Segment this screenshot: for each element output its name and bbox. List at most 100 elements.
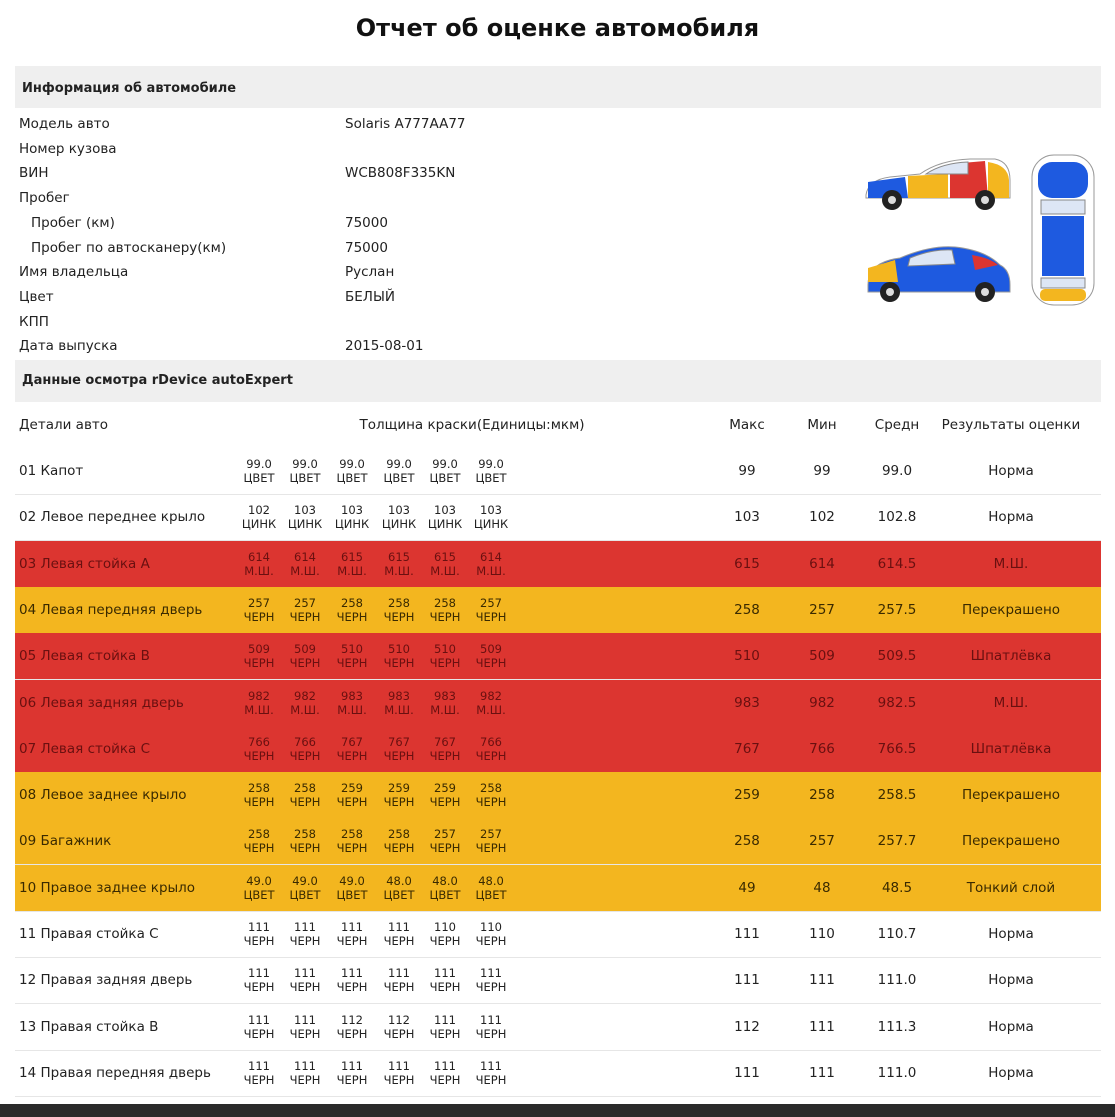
cell-result: Норма	[988, 972, 1034, 989]
reading: 111 ЧЕРН	[282, 920, 328, 948]
reading-value: 111	[248, 1058, 270, 1073]
reading-unit: ЧЕРН	[336, 980, 368, 995]
info-value: WCB808F335KN	[345, 165, 456, 182]
reading-value: 258	[434, 595, 456, 610]
reading-unit: ЧЕРН	[243, 934, 275, 948]
reading-value: 111	[248, 1012, 270, 1027]
reading: 99.0 ЦВЕТ	[282, 457, 328, 485]
reading-value: 259	[341, 781, 363, 796]
reading: 111 ЧЕРН	[329, 920, 375, 948]
reading: 111 ЧЕРН	[422, 1013, 468, 1041]
reading-value: 258	[388, 827, 410, 842]
cell-min: 102	[809, 509, 835, 526]
info-label: Цвет	[19, 288, 54, 305]
reading: 99.0 ЦВЕТ	[236, 457, 282, 485]
cell-avg: 48.5	[881, 879, 913, 896]
section-band: Данные осмотра rDevice autoExpert	[15, 360, 1101, 402]
reading: 111 ЧЕРН	[422, 966, 468, 994]
reading-unit: М.Ш.	[337, 563, 367, 578]
reading-value: 99.0	[432, 457, 458, 471]
info-label: Дата выпуска	[19, 338, 118, 355]
cell-result: Перекрашено	[961, 601, 1061, 618]
reading: 258 ЧЕРН	[376, 827, 422, 855]
cell-avg: 614.5	[877, 555, 917, 572]
reading-unit: ЦВЕТ	[429, 471, 461, 485]
reading-unit: М.Ш.	[384, 563, 414, 578]
cell-max: 258	[734, 601, 760, 618]
reading-unit: ЧЕРН	[243, 1026, 275, 1041]
reading-unit: М.Ш.	[476, 702, 506, 717]
column-header: Детали авто	[19, 417, 109, 433]
reading-unit: ЧЕРН	[475, 934, 507, 948]
info-value: Solaris A777AA77	[345, 116, 466, 132]
reading: 767 ЧЕРН	[329, 735, 375, 763]
reading: 258 ЧЕРН	[422, 596, 468, 624]
reading: 509 ЧЕРН	[468, 642, 514, 670]
reading-value: 48.0	[478, 873, 504, 888]
reading-unit: ЦВЕТ	[289, 887, 321, 902]
reading: 259 ЧЕРН	[329, 781, 375, 809]
reading-unit: ЦВЕТ	[383, 887, 415, 902]
reading: 112 ЧЕРН	[329, 1013, 375, 1041]
reading-unit: ЦИНК	[381, 517, 417, 532]
reading-value: 48.0	[386, 873, 412, 888]
reading-value: 767	[341, 734, 363, 749]
reading-value: 103	[480, 503, 502, 518]
reading: 258 ЧЕРН	[282, 781, 328, 809]
car-side-left	[865, 158, 1011, 210]
reading: 99.0 ЦВЕТ	[422, 457, 468, 485]
reading: 110 ЧЕРН	[422, 920, 468, 948]
reading-value: 767	[434, 734, 456, 749]
reading-unit: ЦВЕТ	[383, 471, 415, 485]
screen-edge	[0, 1104, 1115, 1117]
reading: 510 ЧЕРН	[422, 642, 468, 670]
reading-value: 48.0	[432, 873, 458, 888]
reading-value: 258	[388, 595, 410, 610]
cell-min: 509	[809, 648, 835, 665]
cell-max: 49	[738, 879, 756, 896]
column-header: Результаты оценки	[941, 417, 1081, 433]
reading: 258 ЧЕРН	[329, 827, 375, 855]
cell-avg: 982.5	[877, 694, 917, 711]
reading-value: 111	[388, 1058, 410, 1073]
reading: 258 ЧЕРН	[329, 596, 375, 624]
reading-unit: ЧЕРН	[383, 841, 415, 856]
reading-unit: ЧЕРН	[429, 1072, 461, 1087]
table-row: 01 Капот 99.0 ЦВЕТ 99.0 ЦВЕТ 99.0 ЦВЕТ 99.0 ЦВЕТ…	[15, 448, 1101, 495]
reading: 767 ЧЕРН	[376, 735, 422, 763]
part-name: 11 Правая стойка С	[19, 926, 159, 942]
section-title: Информация об автомобиле	[22, 81, 237, 96]
cell-max: 259	[734, 787, 760, 804]
reading-unit: ЧЕРН	[383, 609, 415, 624]
reading-unit: ЧЕРН	[429, 1026, 461, 1041]
reading-value: 102	[248, 503, 270, 518]
reading-value: 615	[341, 549, 363, 564]
reading-value: 111	[388, 966, 410, 981]
table-row: 08 Левое заднее крыло 258 ЧЕРН 258 ЧЕРН 259 ЧЕ…	[15, 772, 1101, 820]
reading-value: 766	[480, 734, 502, 749]
cell-max: 510	[734, 648, 760, 665]
info-value: 75000	[345, 239, 388, 256]
reading: 614 М.Ш.	[468, 550, 514, 578]
cell-min: 48	[813, 879, 831, 896]
reading-value: 110	[480, 920, 502, 934]
reading: 111 ЧЕРН	[236, 1013, 282, 1041]
reading: 983 М.Ш.	[329, 689, 375, 717]
reading-unit: ЧЕРН	[289, 1072, 321, 1087]
cell-result: М.Ш.	[993, 694, 1029, 711]
reading-value: 111	[388, 920, 410, 934]
reading-unit: ЧЕРН	[289, 609, 321, 624]
reading-value: 111	[294, 920, 316, 934]
reading: 111 ЧЕРН	[236, 1059, 282, 1087]
reading-unit: М.Ш.	[244, 702, 274, 717]
cell-min: 111	[809, 972, 835, 989]
reading-value: 103	[388, 503, 410, 518]
cell-result: Шпатлёвка	[970, 740, 1052, 757]
reading-value: 615	[388, 549, 410, 564]
cell-min: 257	[809, 601, 835, 618]
part-name: 14 Правая передняя дверь	[19, 1064, 211, 1081]
reading-value: 615	[434, 549, 456, 564]
reading-value: 510	[434, 642, 456, 657]
reading-unit: ЦИНК	[427, 517, 463, 532]
reading-value: 111	[480, 1012, 502, 1027]
